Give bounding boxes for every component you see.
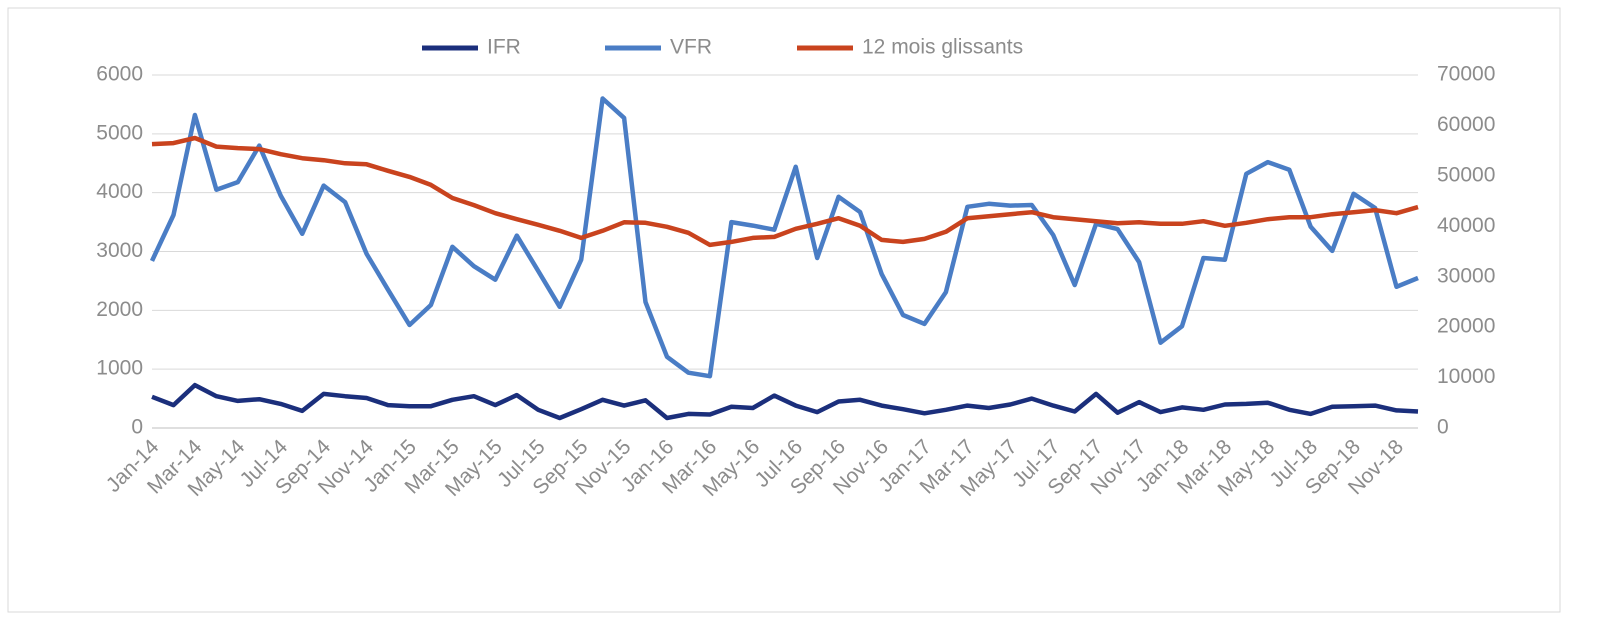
- y2-tick-label: 40000: [1437, 214, 1495, 237]
- y2-tick-label: 70000: [1437, 63, 1495, 86]
- y-tick-label: 2000: [96, 298, 143, 321]
- y-tick-label: 3000: [96, 239, 143, 262]
- legend-label: 12 mois glissants: [862, 36, 1023, 59]
- legend-label: VFR: [670, 36, 712, 59]
- y-tick-label: 0: [131, 416, 143, 439]
- series-line: [151, 382, 1419, 421]
- y2-tick-label: 0: [1437, 416, 1449, 439]
- y-tick-label: 1000: [96, 357, 143, 380]
- y2-tick-label: 60000: [1437, 113, 1495, 136]
- y-tick-label: 4000: [96, 180, 143, 203]
- series-line: [151, 135, 1419, 248]
- y-tick-label: 6000: [96, 63, 143, 86]
- y2-tick-label: 30000: [1437, 264, 1495, 287]
- y2-tick-label: 20000: [1437, 315, 1495, 338]
- y2-tick-label: 50000: [1437, 163, 1495, 186]
- legend-label: IFR: [487, 36, 521, 59]
- y2-tick-label: 10000: [1437, 365, 1495, 388]
- series-line: [149, 96, 1419, 379]
- y-tick-label: 5000: [96, 121, 143, 144]
